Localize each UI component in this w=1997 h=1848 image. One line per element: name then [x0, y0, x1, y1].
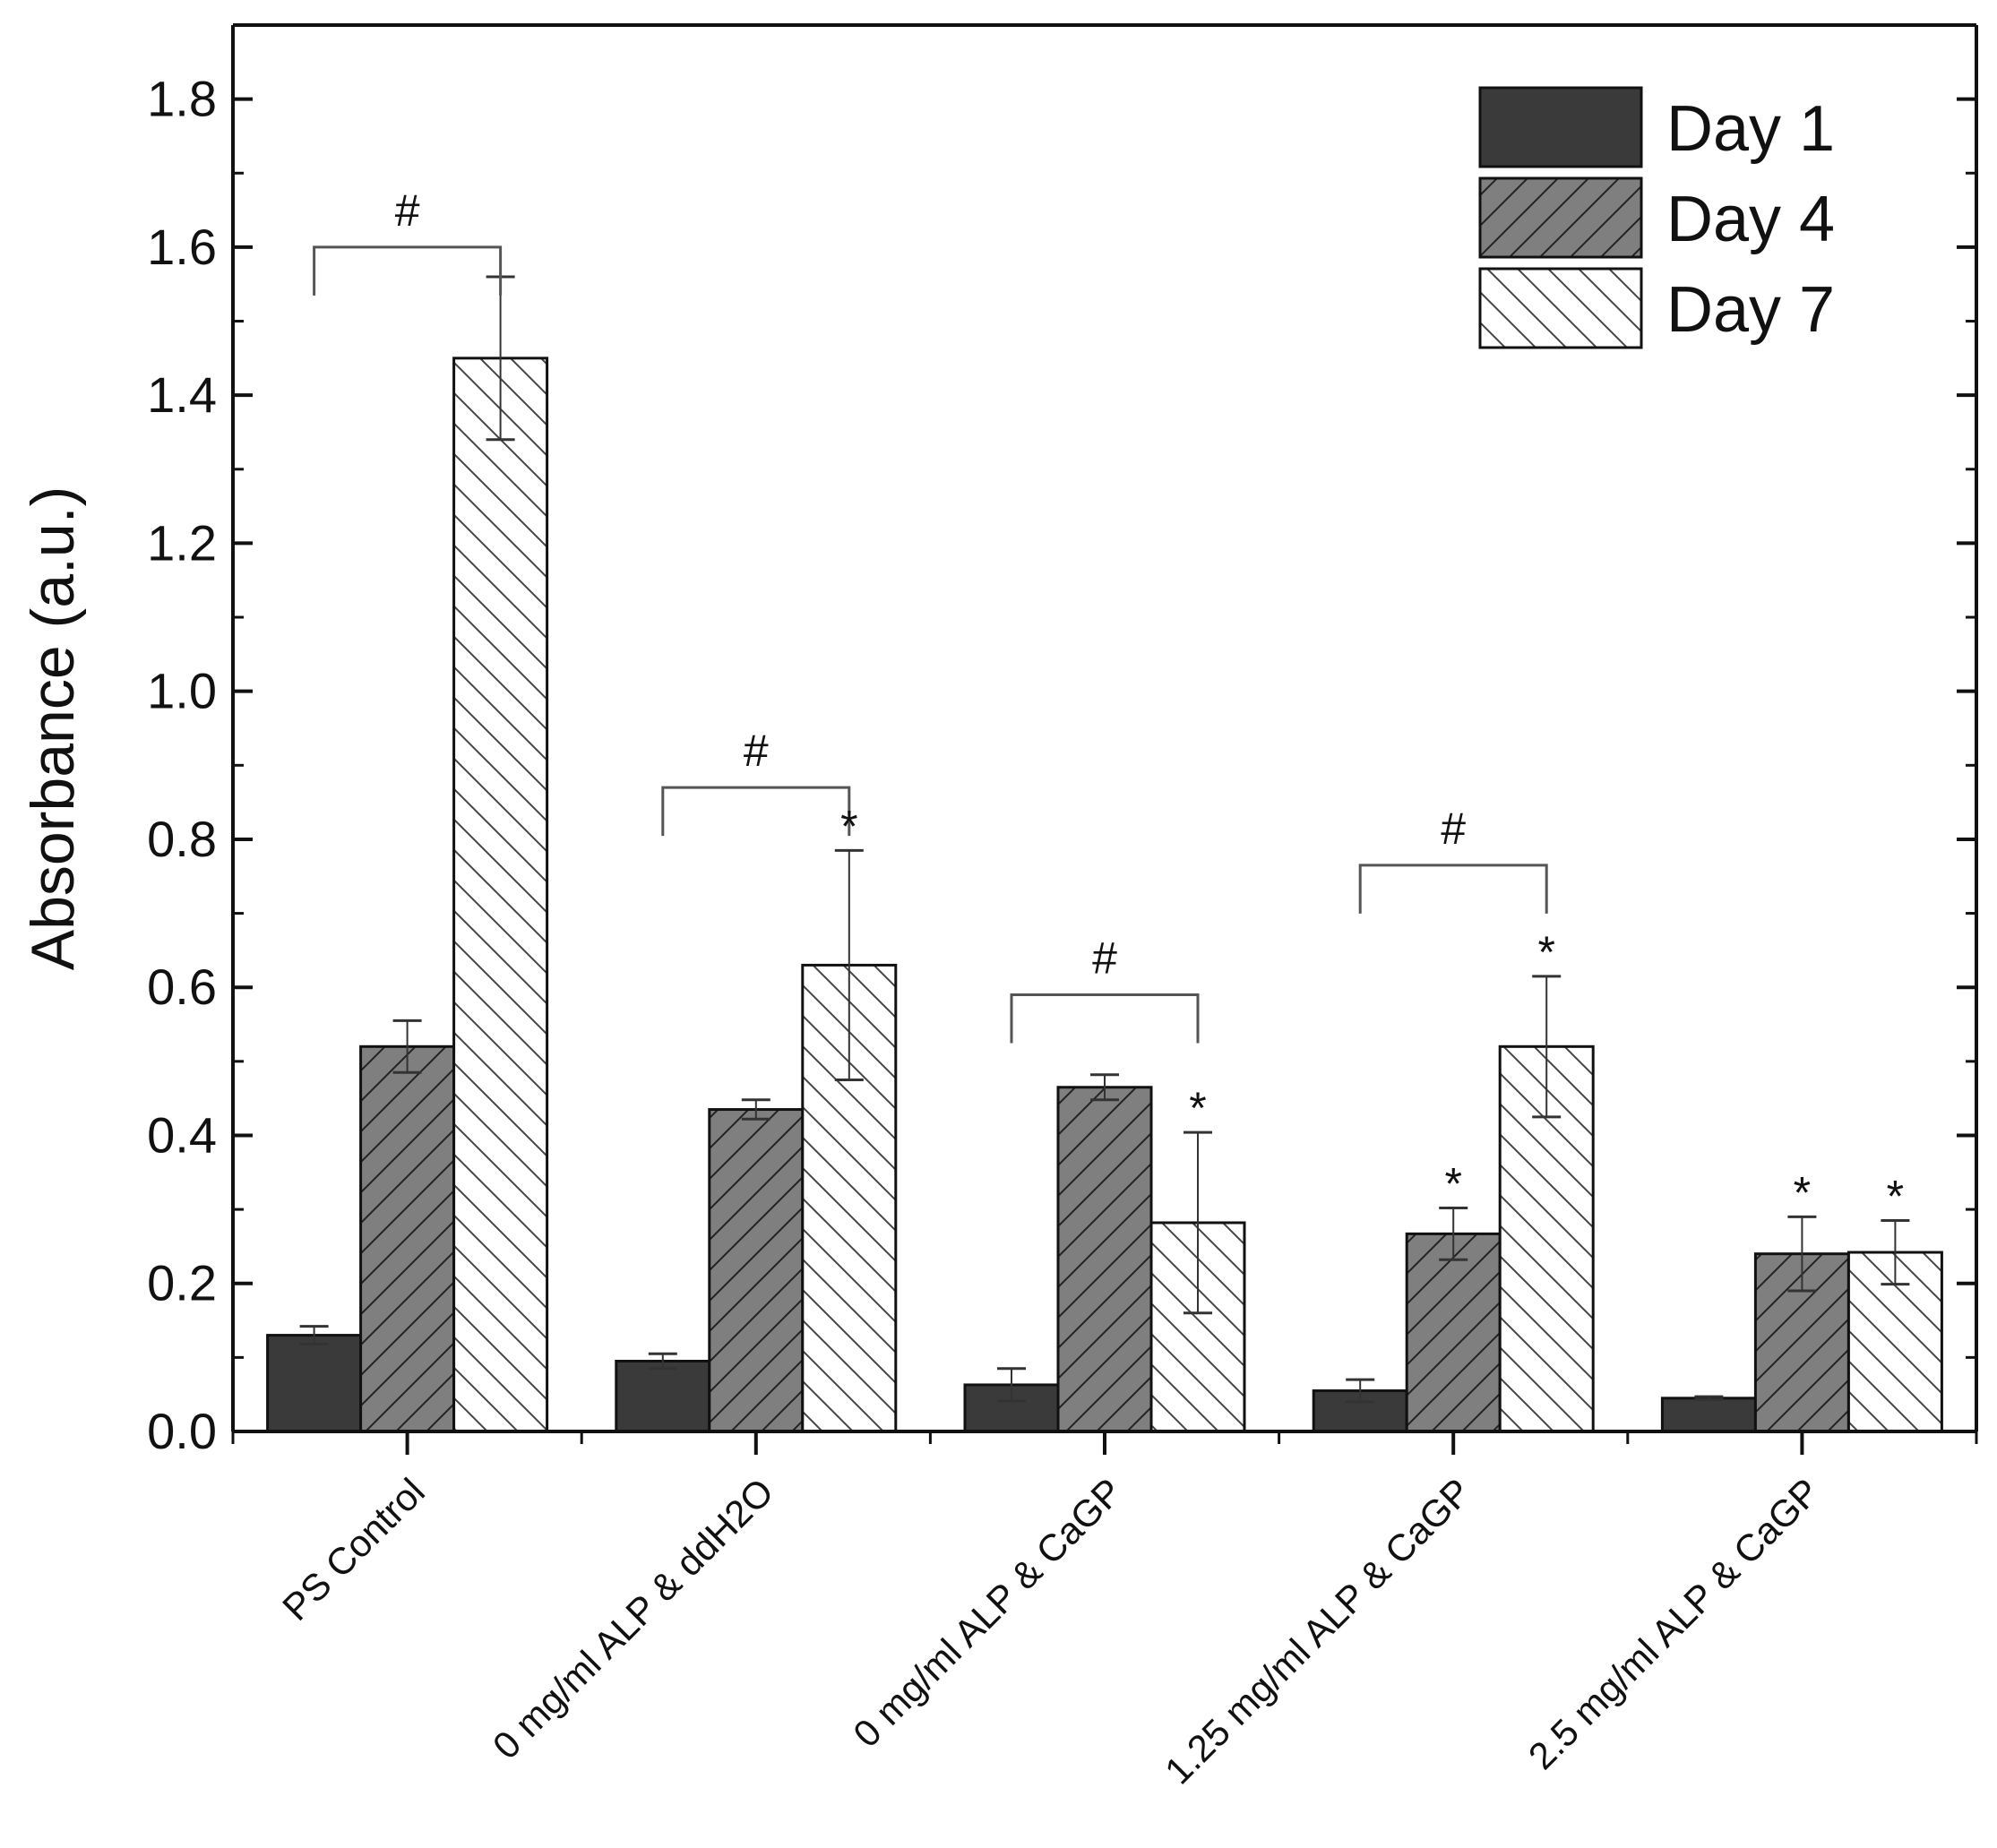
y-tick-label: 1.6 — [147, 219, 217, 275]
bracket-label: # — [744, 726, 769, 776]
bar-day-4 — [1405, 1232, 1502, 1433]
bracket-label: # — [1441, 804, 1466, 854]
y-tick-label: 1.2 — [147, 514, 217, 571]
legend-swatch-day-7 — [1478, 267, 1643, 349]
significance-star: * — [1794, 1167, 1811, 1217]
y-tick-label: 1.8 — [147, 71, 217, 127]
legend-swatch-day-4 — [1478, 176, 1643, 259]
y-tick-label: 0.4 — [147, 1106, 217, 1163]
bar-day-1 — [615, 1360, 711, 1433]
significance-bracket — [1010, 993, 1200, 1044]
significance-star: * — [840, 801, 857, 851]
x-category-label: 0 mg/ml ALP & CaGP — [845, 1470, 1130, 1755]
legend-label: Day 7 — [1666, 274, 1835, 346]
legend-swatch-day-1 — [1478, 86, 1643, 168]
bar-day-4 — [1056, 1086, 1153, 1433]
significance-bracket — [313, 245, 503, 296]
bracket-label: # — [1092, 933, 1117, 983]
bracket-label: # — [395, 185, 420, 236]
x-category-label: PS Control — [274, 1470, 433, 1629]
bar-day-1 — [266, 1334, 363, 1433]
legend-label: Day 1 — [1666, 93, 1835, 165]
y-tick-label: 1.0 — [147, 663, 217, 719]
x-category-label: 2.5 mg/ml ALP & CaGP — [1520, 1470, 1828, 1777]
y-tick-label: 0.8 — [147, 811, 217, 867]
x-category-label: 1.25 mg/ml ALP & CaGP — [1157, 1470, 1479, 1792]
bar-day-4 — [359, 1044, 456, 1433]
legend: Day 1 Day 4 Day 7 — [1478, 86, 1835, 349]
x-category-label: 0 mg/ml ALP & ddH2O — [485, 1470, 781, 1766]
bar-day-7 — [452, 357, 549, 1433]
significance-bracket — [1358, 864, 1548, 914]
y-tick-label: 0.0 — [147, 1403, 217, 1459]
significance-star: * — [1537, 927, 1554, 977]
bar-day-4 — [708, 1108, 805, 1433]
y-axis-label: Absorbance (a.u.) — [19, 486, 87, 971]
y-tick-label: 0.2 — [147, 1255, 217, 1311]
significance-star: * — [1444, 1158, 1461, 1208]
y-tick-label: 0.6 — [147, 958, 217, 1015]
significance-star: * — [1189, 1083, 1206, 1133]
significance-bracket — [661, 786, 851, 837]
significance-star: * — [1887, 1172, 1904, 1222]
y-tick-label: 1.4 — [147, 366, 217, 423]
bar-day-1 — [1660, 1397, 1757, 1433]
legend-label: Day 4 — [1666, 184, 1835, 255]
